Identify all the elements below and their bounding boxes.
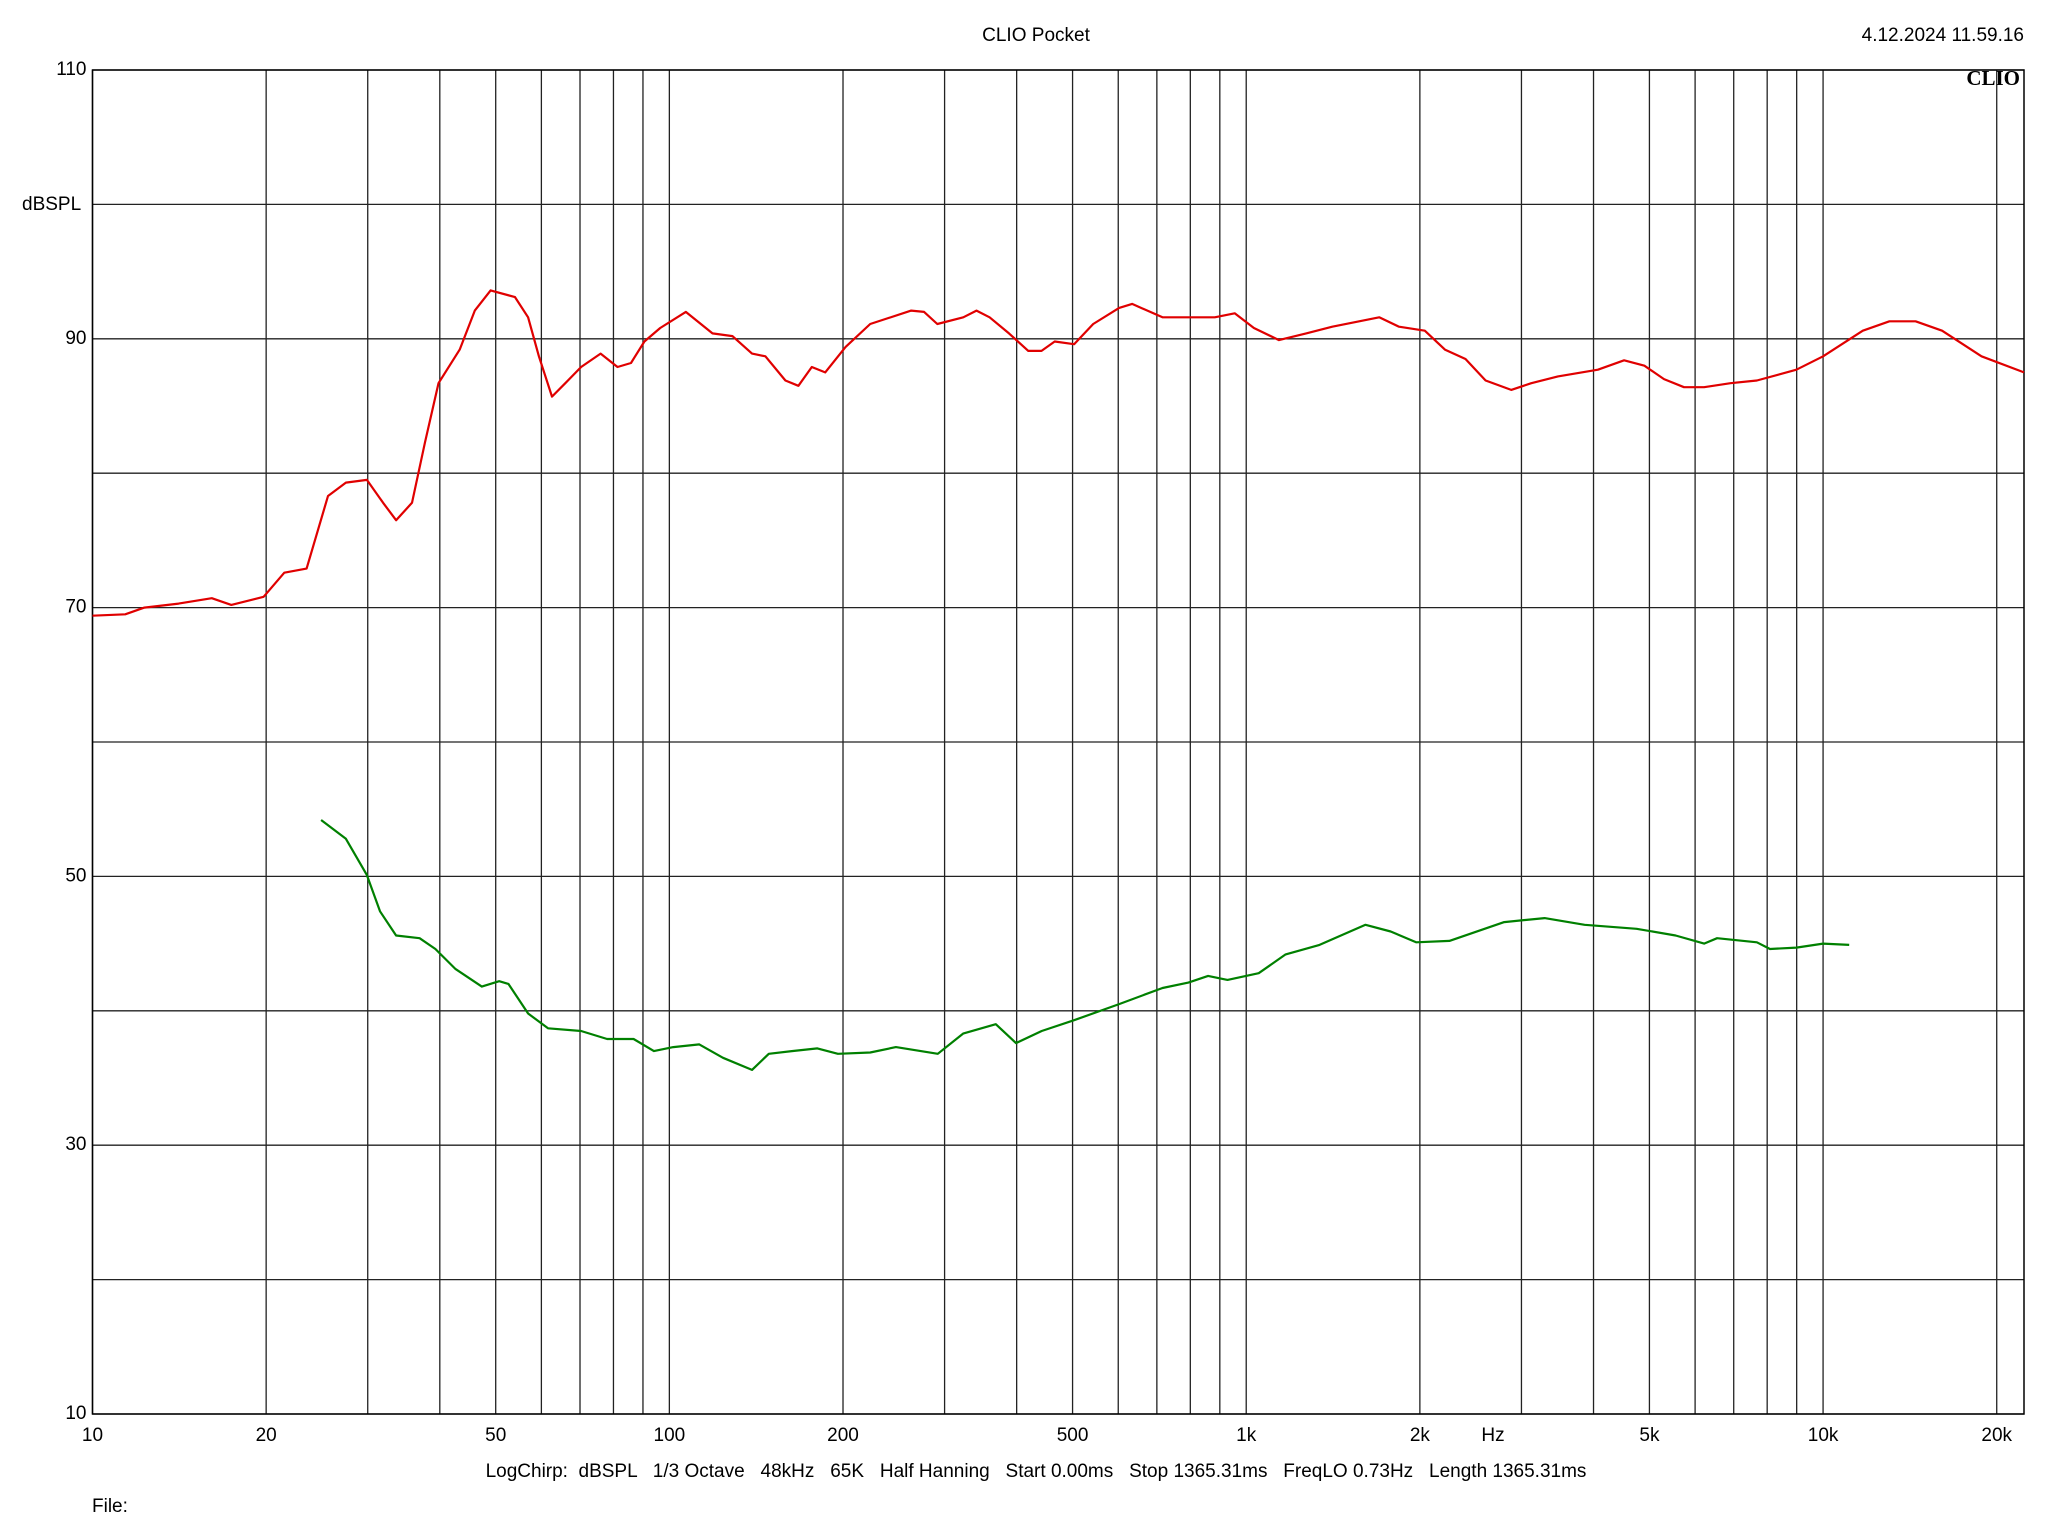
x-tick-label: 5k (1639, 1425, 1660, 1446)
x-tick-label: 500 (1057, 1425, 1089, 1446)
y-tick-label: 70 (65, 597, 86, 618)
footer: LogChirp: dBSPL 1/3 Octave 48kHz 65K Hal… (486, 1461, 1587, 1482)
y-tick-label: 50 (65, 865, 86, 886)
y-tick-label: 10 (65, 1403, 86, 1424)
y-tick-label: 90 (65, 328, 86, 349)
x-tick-label: 20k (1981, 1425, 2012, 1446)
x-tick-label: 50 (485, 1425, 506, 1446)
series-line (320, 819, 1850, 1071)
y-tick-label: 30 (65, 1134, 86, 1155)
x-tick-label: 200 (827, 1425, 859, 1446)
x-axis-label: Hz (1481, 1425, 1504, 1446)
chart-title: CLIO Pocket (982, 25, 1090, 46)
series-line (92, 289, 2025, 617)
x-tick-label: 2k (1410, 1425, 1431, 1446)
timestamp: 4.12.2024 11.59.16 (1862, 25, 2024, 46)
y-tick-label: 110 (56, 59, 86, 80)
plot-frame (91, 69, 2025, 1415)
x-tick-label: 10 (82, 1425, 103, 1446)
x-tick-label: 20 (256, 1425, 277, 1446)
x-tick-label: 100 (654, 1425, 686, 1446)
y-axis-label: dBSPL (22, 194, 81, 215)
x-tick-label: 1k (1236, 1425, 1257, 1446)
x-tick-label: 10k (1808, 1425, 1839, 1446)
file-label: File: (92, 1496, 128, 1517)
